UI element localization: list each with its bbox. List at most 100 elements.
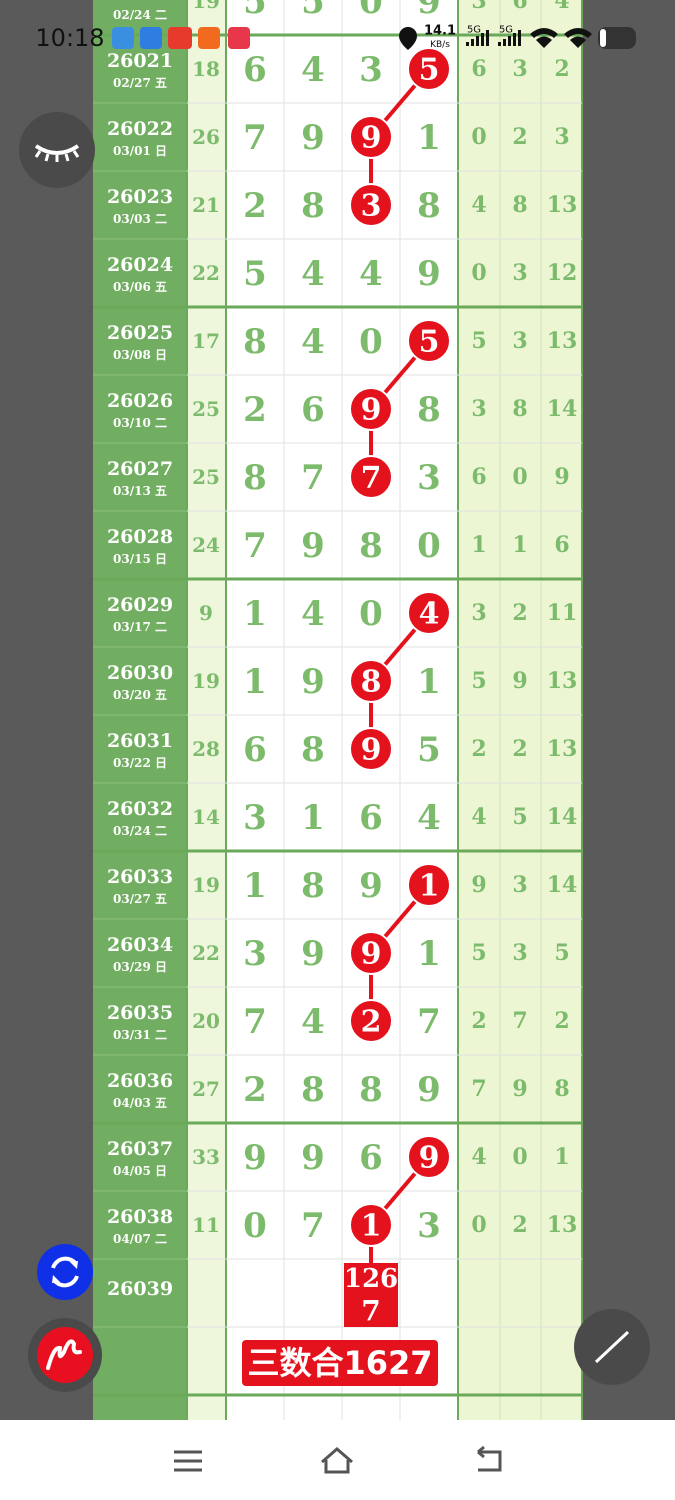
extra-value: 9 xyxy=(554,464,569,490)
sum-column xyxy=(187,0,226,1420)
nav-background xyxy=(0,1420,675,1500)
digit: 1 xyxy=(417,662,441,702)
digit: 0 xyxy=(359,322,383,362)
sum-value: 22 xyxy=(192,261,220,285)
issue-id: 26031 xyxy=(107,730,173,752)
issue-id: 26037 xyxy=(107,1138,173,1160)
highlight-digit: 9 xyxy=(361,733,382,768)
refresh-button[interactable] xyxy=(37,1244,93,1300)
extra-value: 3 xyxy=(512,328,527,354)
issue-id: 26035 xyxy=(107,1002,173,1024)
digit: 9 xyxy=(417,1070,441,1110)
pen-button[interactable] xyxy=(28,1318,102,1392)
digit: 8 xyxy=(243,322,267,362)
back-button[interactable] xyxy=(477,1445,502,1472)
draw-line-button[interactable] xyxy=(574,1309,650,1385)
digit: 1 xyxy=(417,118,441,158)
digit: 9 xyxy=(301,934,325,974)
highlight-digit: 3 xyxy=(361,189,382,224)
extra-value: 9 xyxy=(512,1076,527,1102)
extra-value: 14 xyxy=(547,872,578,898)
app-icon xyxy=(112,27,134,49)
sum-value: 25 xyxy=(192,397,220,421)
highlight-circle xyxy=(349,931,393,975)
sum-value: 24 xyxy=(192,533,220,557)
issue-id: 26023 xyxy=(107,186,173,208)
extra-columns xyxy=(458,0,582,1420)
extra-value: 13 xyxy=(547,192,578,218)
prediction-line: 7 xyxy=(361,1295,380,1328)
extra-value: 2 xyxy=(512,600,527,626)
digit: 3 xyxy=(359,50,383,90)
extra-value: 4 xyxy=(471,192,486,218)
extra-value: 2 xyxy=(512,736,527,762)
issue-date: 04/07 二 xyxy=(113,1232,167,1246)
extra-value: 3 xyxy=(471,0,486,14)
battery-icon xyxy=(598,27,636,49)
hide-button[interactable] xyxy=(19,112,95,188)
issue-id: 26039 xyxy=(107,1278,173,1300)
extra-value: 8 xyxy=(512,192,527,218)
digit: 7 xyxy=(243,526,267,566)
extra-value: 7 xyxy=(512,1008,527,1034)
extra-value: 3 xyxy=(512,260,527,286)
highlight-digit: 9 xyxy=(361,937,382,972)
issue-date: 03/15 日 xyxy=(113,552,167,566)
app-icon xyxy=(198,27,220,49)
extra-value: 14 xyxy=(547,396,578,422)
home-button[interactable] xyxy=(321,1447,353,1474)
issue-date: 03/22 日 xyxy=(113,756,167,770)
issue-date: 03/08 日 xyxy=(113,348,167,362)
extra-value: 4 xyxy=(471,804,486,830)
highlight-circle xyxy=(407,863,451,907)
issue-id: 26030 xyxy=(107,662,173,684)
extra-value: 3 xyxy=(471,396,486,422)
wifi-icon xyxy=(564,28,592,48)
extra-value: 1 xyxy=(512,532,527,558)
extra-value: 0 xyxy=(471,124,486,150)
highlight-circle xyxy=(349,455,393,499)
digit: 4 xyxy=(301,50,325,90)
issue-date: 02/27 五 xyxy=(113,76,167,90)
sum-value: 25 xyxy=(192,465,220,489)
digit: 5 xyxy=(417,730,441,770)
wifi-icon xyxy=(530,28,558,48)
extra-value: 13 xyxy=(547,736,578,762)
digit: 9 xyxy=(417,254,441,294)
digit: 0 xyxy=(417,526,441,566)
menu-button[interactable] xyxy=(174,1450,202,1472)
highlight-digit: 8 xyxy=(361,665,382,700)
extra-value: 6 xyxy=(512,0,527,14)
highlight-digit: 1 xyxy=(361,1209,382,1244)
extra-value: 5 xyxy=(554,940,569,966)
issue-date: 03/29 日 xyxy=(113,960,167,974)
extra-value: 3 xyxy=(512,872,527,898)
extra-value: 0 xyxy=(512,1144,527,1170)
issue-id: 26028 xyxy=(107,526,173,548)
extra-value: 9 xyxy=(512,668,527,694)
extra-value: 8 xyxy=(554,1076,569,1102)
extra-value: 6 xyxy=(471,56,486,82)
banner-text: 三数合1627 xyxy=(247,1344,432,1382)
digit: 8 xyxy=(417,186,441,226)
issue-id: 26034 xyxy=(107,934,173,956)
status-bar: 10:18 14.1 KB/s 5G 5G xyxy=(35,24,636,52)
digit: 6 xyxy=(243,50,267,90)
highlight-circle xyxy=(349,999,393,1043)
digit: 1 xyxy=(301,798,325,838)
sum-value: 9 xyxy=(199,601,213,625)
digit: 9 xyxy=(301,1138,325,1178)
issue-id: 26036 xyxy=(107,1070,173,1092)
extra-value: 6 xyxy=(471,464,486,490)
sum-value: 28 xyxy=(192,737,220,761)
extra-value: 2 xyxy=(512,1212,527,1238)
highlight-circle xyxy=(349,387,393,431)
digit: 4 xyxy=(301,322,325,362)
extra-value: 3 xyxy=(554,124,569,150)
digit: 5 xyxy=(243,0,267,22)
extra-value: 3 xyxy=(512,56,527,82)
issue-date: 03/17 二 xyxy=(113,620,167,634)
digit: 1 xyxy=(243,594,267,634)
